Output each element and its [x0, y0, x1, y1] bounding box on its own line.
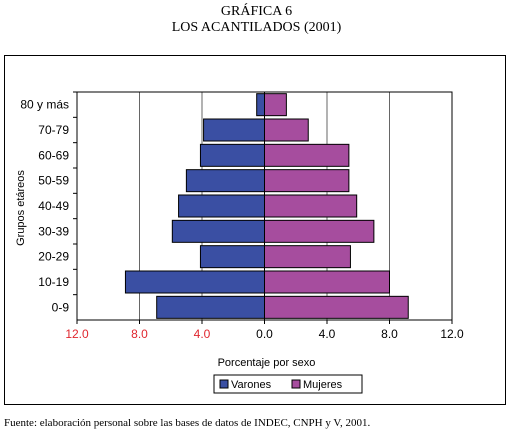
y-tick-label: 70-79: [38, 123, 69, 137]
bar-mujeres[interactable]: [264, 194, 358, 218]
y-tick-label: 60-69: [38, 148, 69, 162]
bar-varones[interactable]: [185, 169, 265, 193]
bar-varones[interactable]: [178, 194, 265, 218]
population-pyramid-chart: 80 y más 70-79 60-69 50-59 40-49 30-39 20-29 10…: [15, 91, 464, 394]
x-tick-label: 4.0: [194, 327, 211, 341]
y-tick-label: 0-9: [52, 300, 70, 314]
bar-mujeres[interactable]: [264, 270, 390, 294]
bar-mujeres[interactable]: [264, 93, 287, 117]
y-tick-label: 50-59: [38, 174, 69, 188]
y-tick-label: 10-19: [38, 275, 69, 289]
bar-varones[interactable]: [124, 270, 265, 294]
x-tick-label: 8.0: [131, 327, 148, 341]
bar-mujeres[interactable]: [264, 143, 350, 167]
bar-varones[interactable]: [199, 143, 265, 167]
bar-varones[interactable]: [203, 118, 265, 142]
chart-subtitle: LOS ACANTILADOS (2001): [171, 20, 342, 35]
y-tick-label: 80 y más: [20, 98, 69, 112]
bar-mujeres[interactable]: [264, 219, 375, 243]
bar-varones[interactable]: [256, 93, 265, 117]
bar-varones[interactable]: [171, 219, 265, 243]
y-tick-label: 30-39: [38, 224, 69, 238]
bar-varones[interactable]: [199, 245, 265, 269]
bar-mujeres[interactable]: [264, 118, 309, 142]
bar-mujeres[interactable]: [264, 245, 351, 269]
legend-box: [213, 374, 363, 394]
chart-frame: 80 y más 70-79 60-69 50-59 40-49 30-39 20-29 10…: [4, 55, 506, 405]
legend-label-mujeres: Mujeres: [303, 379, 343, 391]
y-tick-label: 40-49: [38, 199, 69, 213]
x-tick-label: 8.0: [381, 327, 398, 341]
source-note: Fuente: elaboración personal sobre las b…: [4, 417, 371, 429]
bar-varones[interactable]: [156, 295, 265, 319]
legend-label-varones: Varones: [231, 379, 272, 391]
x-tick-label: 12.0: [440, 327, 464, 341]
legend-swatch-mujeres: [291, 379, 301, 389]
x-axis-label: Porcentaje por sexo: [218, 357, 316, 369]
y-tick-label: 20-29: [38, 250, 69, 264]
y-axis-label: Grupos etáreos: [15, 170, 27, 246]
bar-mujeres[interactable]: [264, 169, 350, 193]
chart-title: GRÁFICA 6: [220, 4, 293, 19]
x-tick-label: 0.0: [256, 327, 273, 341]
x-tick-label: 4.0: [319, 327, 336, 341]
x-tick-label: 12.0: [65, 327, 89, 341]
legend-swatch-varones: [219, 379, 229, 389]
bar-mujeres[interactable]: [264, 295, 409, 319]
